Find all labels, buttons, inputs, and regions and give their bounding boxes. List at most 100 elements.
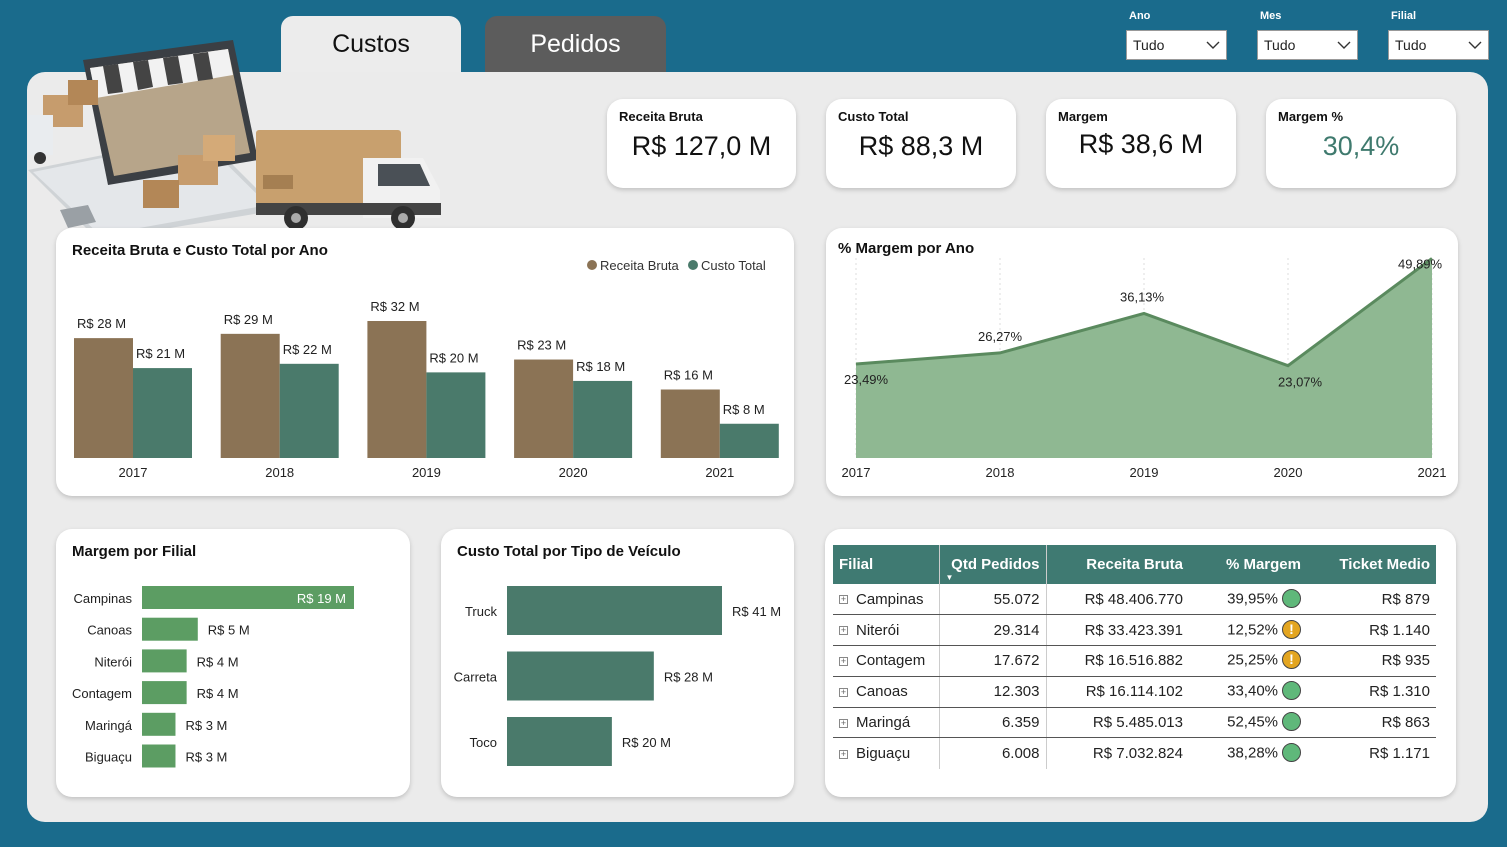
expand-plus-icon[interactable]: + — [839, 625, 848, 636]
expand-plus-icon[interactable]: + — [839, 656, 848, 667]
cell-filial: + Niterói — [833, 614, 940, 647]
table-row[interactable]: + Maringá 6.359 R$ 5.485.013 52,45% R$ 863 — [833, 707, 1436, 739]
legend-label-0: Receita Bruta — [600, 258, 680, 273]
bar-receita-2017[interactable] — [74, 338, 133, 458]
table-row[interactable]: + Campinas 55.072 R$ 48.406.770 39,95% R$ 879 — [833, 584, 1436, 616]
bar-filial-Biguaçu[interactable] — [142, 744, 176, 768]
bar-label-custo-2020: R$ 18 M — [576, 359, 625, 374]
bar-label-filial-Niterói: R$ 4 M — [197, 654, 239, 669]
bar-filial-Maringá[interactable] — [142, 712, 176, 736]
bar-label-filial-Campinas: R$ 19 M — [297, 591, 346, 606]
y-tick-Truck: Truck — [465, 604, 498, 619]
chevron-down-icon — [1206, 41, 1220, 49]
cell-margem-label: 38,28% — [1227, 744, 1278, 762]
y-tick-Maringá: Maringá — [85, 718, 133, 733]
bar-custo-2020[interactable] — [573, 380, 633, 458]
bar-label-receita-2019: R$ 32 M — [370, 299, 419, 314]
filter-mes-select[interactable]: Tudo — [1257, 30, 1358, 60]
kpi-receita-label: Receita Bruta — [619, 109, 703, 124]
filter-ano-select[interactable]: Tudo — [1126, 30, 1227, 60]
th-qtd-pedidos[interactable]: Qtd Pedidos ▼ — [939, 545, 1047, 584]
chart-margem-ano: 23,49% 2017 26,27% 2018 36,13% 2019 23,07% 2020… — [842, 256, 1447, 480]
x-tick-2018: 2018 — [265, 465, 294, 480]
expand-plus-icon[interactable]: + — [839, 686, 848, 697]
y-tick-Niterói: Niterói — [94, 654, 132, 669]
bar-label-custo-2019: R$ 20 M — [429, 350, 478, 365]
bar-custo-2019[interactable] — [426, 372, 486, 458]
cell-qtd: 6.359 — [939, 707, 1047, 739]
bar-veiculo-Carreta[interactable] — [507, 651, 654, 701]
cell-filial-label: Niterói — [856, 621, 900, 639]
filial-table: Filial Qtd Pedidos ▼ Receita Bruta % Marg… — [833, 545, 1436, 769]
chart-receita-custo-card: Receita Bruta e Custo Total por Ano Rece… — [56, 228, 794, 496]
bar-veiculo-Truck[interactable] — [507, 586, 722, 635]
bar-receita-2018[interactable] — [220, 333, 280, 458]
bar-veiculo-Toco[interactable] — [507, 717, 612, 766]
y-tick-Toco: Toco — [470, 735, 497, 750]
bar-custo-2021[interactable] — [719, 423, 779, 458]
table-row[interactable]: + Niterói 29.314 R$ 33.423.391 12,52%! R$ 1.1… — [833, 614, 1436, 647]
expand-plus-icon[interactable]: + — [839, 594, 848, 605]
legend-marker-1 — [688, 260, 698, 270]
legend-label-1: Custo Total — [701, 258, 766, 273]
cell-filial: + Canoas — [833, 676, 940, 708]
y-tick-Biguaçu: Biguaçu — [85, 750, 132, 765]
table-row[interactable]: + Biguaçu 6.008 R$ 7.032.824 38,28% R$ 1.171 — [833, 737, 1436, 769]
x-tick-2019: 2019 — [412, 465, 441, 480]
line-margem — [855, 257, 1433, 368]
filter-mes-label: Mes — [1260, 10, 1282, 22]
chart-receita-custo-title: Receita Bruta e Custo Total por Ano — [72, 242, 328, 259]
cell-filial-label: Campinas — [856, 590, 924, 608]
x-tick-2021: 2021 — [1418, 465, 1447, 480]
cell-filial: + Campinas — [833, 584, 940, 616]
th-margem[interactable]: % Margem — [1189, 545, 1307, 584]
cell-qtd: 17.672 — [939, 645, 1047, 677]
bar-receita-2019[interactable] — [367, 321, 427, 458]
tab-custos[interactable]: Custos — [281, 16, 461, 72]
cell-margem: 12,52%! — [1189, 614, 1307, 647]
ecommerce-delivery-illustration — [28, 40, 441, 230]
cell-filial: + Biguaçu — [833, 737, 940, 769]
kpi-margem-pct-value: 30,4% — [1322, 131, 1400, 161]
warning-icon: ! — [1282, 619, 1301, 639]
filter-mes-value: Tudo — [1264, 37, 1296, 53]
cell-receita: R$ 48.406.770 — [1046, 584, 1189, 616]
kpi-receita-bruta: Receita Bruta R$ 127,0 M — [607, 99, 796, 188]
expand-plus-icon[interactable]: + — [839, 748, 848, 759]
cell-ticket: R$ 935 — [1307, 645, 1436, 677]
bar-filial-Campinas[interactable] — [142, 586, 354, 609]
bar-receita-2021[interactable] — [660, 389, 720, 459]
point-label-2019: 36,13% — [1120, 289, 1165, 304]
th-receita-bruta[interactable]: Receita Bruta — [1046, 545, 1189, 584]
cell-qtd: 55.072 — [939, 584, 1047, 616]
tab-pedidos[interactable]: Pedidos — [485, 16, 666, 72]
table-row[interactable]: + Canoas 12.303 R$ 16.114.102 33,40% R$ 1.310 — [833, 676, 1436, 708]
expand-plus-icon[interactable]: + — [839, 717, 848, 728]
cell-margem: 39,95% — [1189, 584, 1307, 616]
y-tick-Contagem: Contagem — [72, 686, 132, 701]
bar-receita-2020[interactable] — [514, 359, 574, 458]
bar-filial-Niterói[interactable] — [142, 649, 187, 673]
bar-filial-Canoas[interactable] — [142, 617, 198, 641]
chart-margem-filial-title: Margem por Filial — [72, 543, 197, 560]
x-tick-2021: 2021 — [705, 465, 734, 480]
kpi-margem: Margem R$ 38,6 M — [1046, 99, 1236, 188]
bar-filial-Contagem[interactable] — [142, 681, 187, 705]
filter-filial-select[interactable]: Tudo — [1388, 30, 1489, 60]
cell-receita: R$ 16.114.102 — [1046, 676, 1189, 708]
bar-label-veiculo-Carreta: R$ 28 M — [664, 670, 713, 685]
x-tick-2019: 2019 — [1130, 465, 1159, 480]
th-ticket-medio[interactable]: Ticket Medio — [1307, 545, 1436, 584]
cell-ticket: R$ 863 — [1307, 707, 1436, 739]
point-label-2020: 23,07% — [1278, 375, 1323, 390]
green-circle-icon — [1282, 743, 1301, 763]
cell-filial-label: Contagem — [856, 652, 926, 670]
table-row[interactable]: + Contagem 17.672 R$ 16.516.882 25,25%! R$ 93… — [833, 645, 1436, 677]
bar-custo-2018[interactable] — [279, 363, 339, 458]
cell-receita: R$ 16.516.882 — [1046, 645, 1189, 677]
filter-filial-label: Filial — [1391, 10, 1417, 22]
bar-custo-2017[interactable] — [133, 368, 192, 458]
cell-margem-label: 39,95% — [1227, 590, 1278, 608]
bar-label-custo-2021: R$ 8 M — [723, 402, 765, 417]
th-filial[interactable]: Filial — [833, 545, 940, 584]
